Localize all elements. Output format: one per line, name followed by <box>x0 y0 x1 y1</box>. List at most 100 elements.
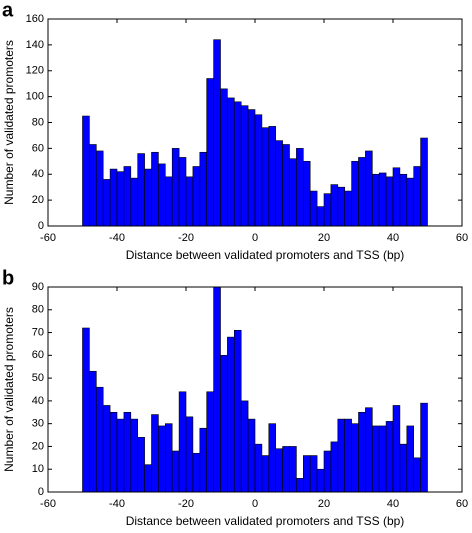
y-tick-label: 20 <box>32 194 44 206</box>
bar <box>116 171 125 227</box>
bar <box>151 151 159 227</box>
bar <box>137 153 145 227</box>
y-tick-label: 40 <box>32 395 44 407</box>
bar <box>275 140 283 227</box>
bar <box>385 176 394 227</box>
bar <box>365 407 373 493</box>
bar <box>296 478 304 493</box>
y-tick-label: 20 <box>32 440 44 452</box>
x-tick-label: 60 <box>456 498 468 510</box>
bar <box>337 418 345 493</box>
bar <box>240 400 249 493</box>
x-tick-label: -20 <box>178 232 194 244</box>
x-tick-label: -40 <box>109 232 125 244</box>
bar <box>185 416 194 493</box>
bar <box>351 161 359 227</box>
bar <box>406 425 414 493</box>
bar <box>178 157 187 227</box>
bar <box>247 109 256 227</box>
bar <box>282 446 290 493</box>
bar <box>171 148 180 227</box>
bar <box>268 423 276 493</box>
bar <box>123 166 132 227</box>
bar <box>302 455 311 493</box>
y-tick-label: 90 <box>32 281 44 293</box>
bar <box>330 441 339 493</box>
bar <box>123 411 132 493</box>
bar <box>344 190 352 227</box>
y-tick-label: 160 <box>26 13 44 25</box>
x-tick-label: 40 <box>387 232 399 244</box>
bar <box>385 421 394 493</box>
y-tick-label: 140 <box>26 39 44 51</box>
bar <box>234 101 242 227</box>
bar <box>254 114 263 227</box>
bar <box>165 176 173 227</box>
bar <box>185 176 194 227</box>
bar <box>206 391 214 493</box>
bar <box>96 150 104 227</box>
x-tick-label: 0 <box>252 498 258 510</box>
y-tick-label: 50 <box>32 372 44 384</box>
bar <box>399 443 408 493</box>
bar <box>137 437 145 493</box>
bar <box>316 206 325 227</box>
bar <box>392 405 401 493</box>
bar <box>330 184 339 227</box>
bar <box>144 464 152 493</box>
bar <box>420 137 428 227</box>
bar <box>240 105 249 227</box>
y-tick-label: 80 <box>32 304 44 316</box>
bar <box>213 39 221 227</box>
y-tick-label: 120 <box>26 65 44 77</box>
bar <box>178 391 187 493</box>
bar <box>96 386 104 493</box>
bar <box>89 370 97 493</box>
bar <box>192 452 201 493</box>
bar <box>89 144 97 227</box>
x-axis-label: Distance between validated promoters and… <box>126 248 405 262</box>
y-tick-label: 30 <box>32 418 44 430</box>
bar <box>130 418 139 493</box>
x-tick-label: 20 <box>318 498 330 510</box>
bar <box>199 427 208 493</box>
y-axis-label: Number of validated promoters <box>2 40 16 205</box>
y-tick-label: 100 <box>26 91 44 103</box>
panel-label: b <box>2 267 14 289</box>
bar <box>158 425 166 493</box>
bar <box>206 78 214 227</box>
x-tick-label: 40 <box>387 498 399 510</box>
bar <box>302 161 311 227</box>
bar <box>213 286 221 493</box>
bar <box>378 425 387 493</box>
y-tick-label: 60 <box>32 142 44 154</box>
bar <box>309 190 318 227</box>
bar <box>378 172 387 227</box>
bar <box>371 173 380 227</box>
bar <box>371 425 380 493</box>
bar <box>261 127 270 227</box>
bar <box>309 455 318 493</box>
y-tick-label: 10 <box>32 463 44 475</box>
bar <box>82 115 90 227</box>
bar <box>234 329 242 493</box>
bar <box>254 443 263 493</box>
bar <box>192 166 201 227</box>
bar <box>316 468 325 493</box>
bar <box>358 411 366 493</box>
x-axis-label: Distance between validated promoters and… <box>126 514 405 528</box>
x-tick-label: -20 <box>178 498 194 510</box>
bar <box>289 446 297 493</box>
bar <box>289 158 297 227</box>
bar <box>392 167 401 227</box>
bar <box>344 418 352 493</box>
bar <box>275 448 283 493</box>
bar <box>102 405 111 493</box>
x-tick-label: -40 <box>109 498 125 510</box>
bar <box>282 144 290 227</box>
y-tick-label: 0 <box>38 220 44 232</box>
y-tick-label: 40 <box>32 168 44 180</box>
bar <box>227 336 235 493</box>
bar <box>220 355 228 493</box>
